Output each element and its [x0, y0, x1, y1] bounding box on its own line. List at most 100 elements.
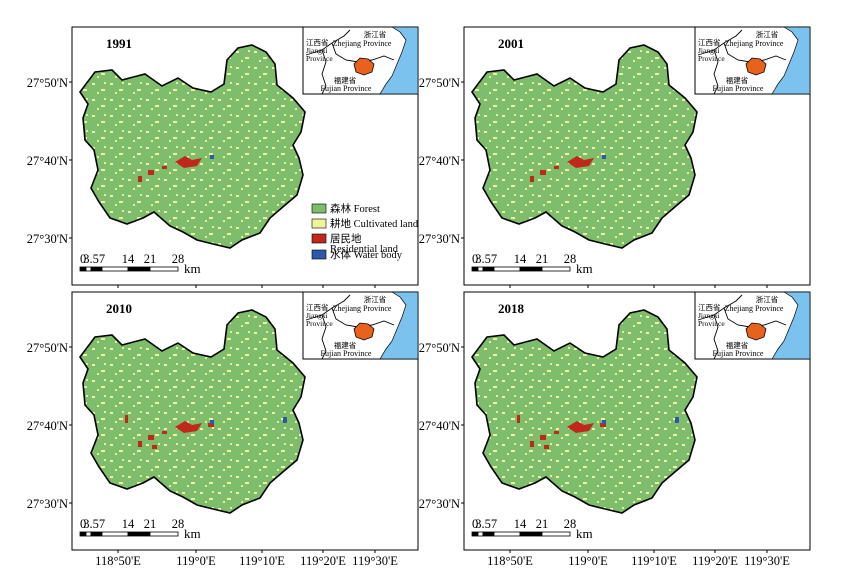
inset-label-zhejiang-en: Zhejiang Province [333, 304, 392, 313]
scale-tick-label: 0 [80, 252, 86, 266]
longitude-label: 119°20'E [692, 554, 738, 568]
year-label: 1991 [106, 36, 132, 51]
inset-label-zhejiang-cn: 浙江省 [364, 294, 387, 304]
legend-swatch [311, 203, 327, 214]
inset-study-region [745, 322, 767, 341]
inset-label-fujian-cn: 福建省 [726, 75, 749, 85]
scale-tick-label: 28 [172, 517, 185, 531]
latitude-label: 27°40'N [27, 419, 68, 433]
inset-label-zhejiang-en: Zhejiang Province [725, 304, 784, 313]
inset-label-jiangxi-cn: 江西省 [698, 37, 721, 47]
inset-label-zhejiang-cn: 浙江省 [756, 29, 779, 39]
inset-label-fujian-cn: 福建省 [334, 340, 357, 350]
inset-sea [379, 26, 419, 95]
inset-label-fujian-en: Fujian Province [713, 84, 764, 93]
inset-label-zhejiang-cn: 浙江省 [364, 29, 387, 39]
inset-label-jiangxi-en-2: Province [698, 319, 725, 328]
inset-study-region [353, 322, 375, 341]
inset-label-fujian-cn: 福建省 [334, 75, 357, 85]
inset-label-jiangxi-cn: 江西省 [306, 302, 329, 312]
scale-tick-label: 14 [514, 517, 527, 531]
longitude-label: 119°30'E [744, 554, 790, 568]
latitude-label: 27°40'N [419, 419, 460, 433]
inset-label-fujian-cn: 福建省 [726, 340, 749, 350]
scale-tick-label: 3.5 [475, 252, 491, 266]
inset-label-fujian-en: Fujian Province [713, 349, 764, 358]
year-label: 2010 [106, 301, 132, 316]
scale-tick-label: 7 [99, 252, 105, 266]
legend-label: 水体 Water body [330, 249, 403, 261]
scale-tick-label: 0 [80, 517, 86, 531]
legend-swatch [311, 233, 327, 244]
residential-patches [517, 415, 606, 449]
legend-label: 森林 Forest [330, 202, 380, 215]
latitude-label: 27°50'N [27, 76, 68, 90]
legend-swatch [311, 218, 327, 229]
scale-tick-label: 3.5 [83, 252, 99, 266]
latitude-label: 27°40'N [27, 154, 68, 168]
scale-tick-label: 3.5 [475, 517, 491, 531]
scale-tick-label: 21 [144, 517, 157, 531]
scale-tick-label: 21 [536, 252, 549, 266]
latitude-label: 27°30'N [27, 232, 68, 246]
scale-unit: km [576, 526, 593, 541]
longitude-label: 118°50'E [95, 554, 141, 568]
scale-tick-label: 14 [514, 252, 527, 266]
map-panel-2: 200127°50'N27°40'N27°30'N118°50'E119°0'E… [419, 26, 811, 303]
latitude-label: 27°50'N [27, 341, 68, 355]
longitude-label: 119°0'E [568, 554, 608, 568]
longitude-label: 119°20'E [300, 554, 346, 568]
inset-label-jiangxi-en-1: Jiangxi [306, 311, 328, 320]
year-label: 2018 [498, 301, 525, 316]
residential-patches [138, 156, 202, 182]
scale-tick-label: 28 [564, 252, 577, 266]
inset-study-region [745, 57, 767, 76]
latitude-label: 27°50'N [419, 76, 460, 90]
year-label: 2001 [498, 36, 524, 51]
longitude-label: 118°50'E [487, 554, 533, 568]
inset-label-jiangxi-en-1: Jiangxi [306, 46, 328, 55]
latitude-label: 27°40'N [419, 154, 460, 168]
map-panel-4: 2018 27°50'N 27°40'N 27°30'N 118°50'E 119°0'E… [419, 291, 811, 568]
scale-tick-label: 14 [122, 252, 135, 266]
water-patches [210, 417, 287, 424]
scale-unit: km [184, 261, 201, 276]
inset-label-zhejiang-cn: 浙江省 [756, 294, 779, 304]
scale-unit: km [576, 261, 593, 276]
inset-label-zhejiang-en: Zhejiang Province [725, 39, 784, 48]
residential-patches [125, 415, 214, 449]
inset-label-jiangxi-en-1: Jiangxi [698, 46, 720, 55]
legend-label: 耕地 Cultivated land [330, 217, 419, 230]
scale-tick-label: 28 [564, 517, 577, 531]
inset-label-jiangxi-en-2: Province [698, 54, 725, 63]
legend-label: 居民地 [330, 232, 362, 245]
longitude-label: 119°10'E [631, 554, 677, 568]
longitude-label: 119°0'E [176, 554, 216, 568]
inset-label-fujian-en: Fujian Province [321, 84, 372, 93]
scale-tick-label: 21 [536, 517, 549, 531]
latitude-label: 27°30'N [27, 497, 68, 511]
map-panel-3: 2010 27°50'N 27°40'N 27°30'N 118°50'E 119°0'E… [27, 291, 419, 568]
scale-tick-label: 3.5 [83, 517, 99, 531]
scale-tick-label: 7 [491, 252, 497, 266]
latitude-label: 27°30'N [419, 232, 460, 246]
inset-label-jiangxi-en-1: Jiangxi [698, 311, 720, 320]
scale-tick-label: 14 [122, 517, 135, 531]
inset-sea [379, 291, 419, 360]
map-panel-1: 199127°50'N27°40'N27°30'N118°50'E119°0'E… [27, 26, 419, 303]
residential-patches [530, 156, 594, 182]
inset-label-jiangxi-en-2: Province [306, 54, 333, 63]
scale-tick-label: 0 [472, 252, 478, 266]
scale-tick-label: 0 [472, 517, 478, 531]
inset-study-region [353, 57, 375, 76]
scale-tick-label: 7 [491, 517, 497, 531]
scale-tick-label: 21 [144, 252, 157, 266]
inset-label-jiangxi-en-2: Province [306, 319, 333, 328]
scale-unit: km [184, 526, 201, 541]
